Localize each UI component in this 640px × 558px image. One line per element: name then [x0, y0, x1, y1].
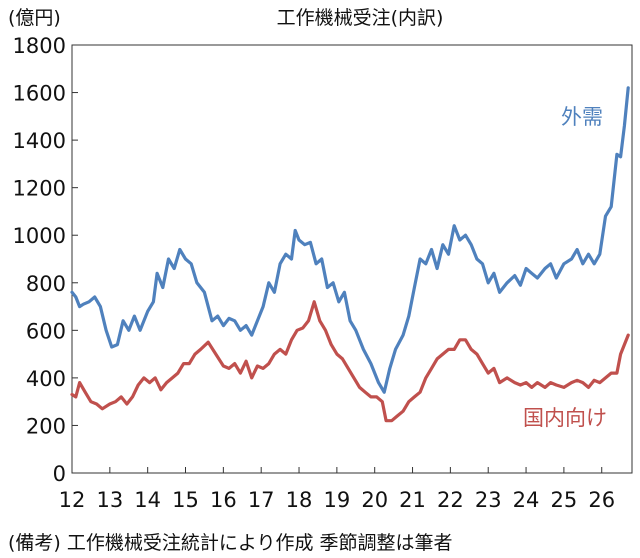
- y-tick-label: 1800: [13, 34, 66, 58]
- y-tick-labels: 0 200 400 600 800 1000 1200 1400 1600 1800: [13, 34, 66, 486]
- y-tick-label: 200: [26, 414, 66, 438]
- series-line-foreign: [70, 86, 630, 394]
- y-tick-label: 800: [26, 272, 66, 296]
- y-tick-label: 1200: [13, 177, 66, 201]
- x-tick-label: 12: [59, 488, 86, 512]
- x-tick-label: 26: [588, 488, 615, 512]
- x-tick-label: 24: [513, 488, 540, 512]
- x-tick-label: 18: [286, 488, 313, 512]
- x-tick-label: 17: [248, 488, 275, 512]
- y-axis-unit-label: (億円): [8, 7, 61, 29]
- x-tick-label: 14: [134, 488, 161, 512]
- x-tick-label: 13: [96, 488, 123, 512]
- y-tick-label: 1400: [13, 129, 66, 153]
- x-tick-label: 23: [475, 488, 502, 512]
- x-tick-label: 16: [210, 488, 237, 512]
- x-tick-label: 20: [361, 488, 388, 512]
- y-tick-label: 600: [26, 319, 66, 343]
- x-tick-label: 21: [399, 488, 426, 512]
- series-label-foreign: 外需: [561, 105, 603, 129]
- axes: [71, 44, 633, 474]
- series-label-domestic: 国内向け: [523, 406, 607, 430]
- x-tick-labels: 12 13 14 15 16 17 18 19 20 21 22 23 24 25 26: [59, 488, 615, 512]
- x-tick-label: 19: [323, 488, 350, 512]
- series-line-domestic: [70, 300, 630, 423]
- y-tick-label: 400: [26, 367, 66, 391]
- x-tick-label: 15: [172, 488, 199, 512]
- y-tick-label: 1600: [13, 82, 66, 106]
- series-lines: [70, 86, 630, 423]
- plot-frame: [71, 44, 633, 474]
- x-tick-label: 22: [437, 488, 464, 512]
- chart-note: (備考) 工作機械受注統計により作成 季節調整は筆者: [8, 532, 453, 554]
- y-tick-label: 0: [53, 462, 66, 486]
- y-tick-label: 1000: [13, 224, 66, 248]
- x-tick-label: 25: [551, 488, 578, 512]
- chart-title: 工作機械受注(内訳): [277, 7, 444, 29]
